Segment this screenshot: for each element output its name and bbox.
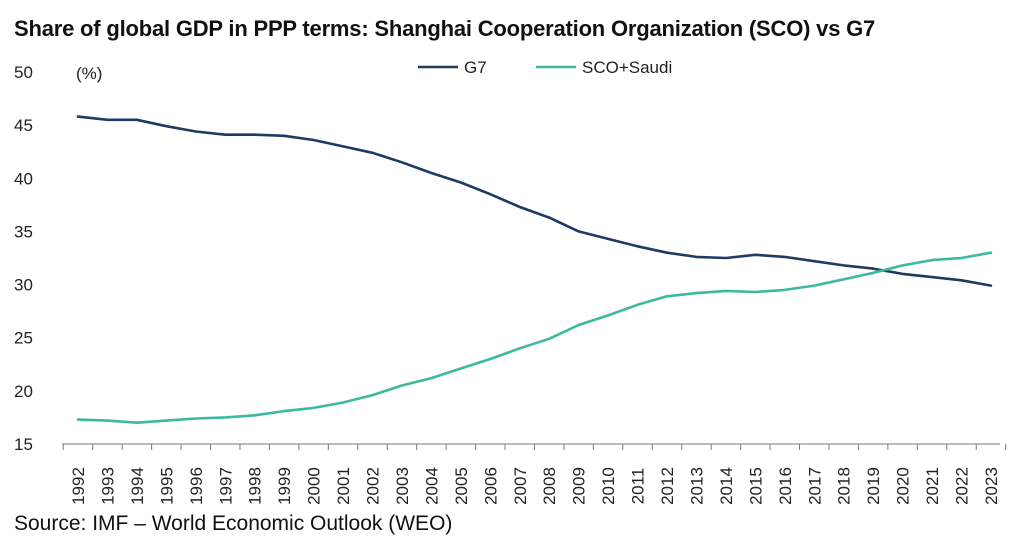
x-tick-label: 2014 [717,467,736,505]
x-tick-label: 1993 [98,467,117,505]
x-tick-label: 2003 [393,467,412,505]
y-axis-unit: (%) [76,64,102,83]
x-tick-label: 1995 [157,467,176,505]
x-tick-label: 2005 [452,467,471,505]
y-tick-label: 20 [14,382,33,401]
source-note: Source: IMF – World Economic Outlook (WE… [14,512,453,535]
x-tick-label: 1999 [275,467,294,505]
x-tick-label: 2015 [746,467,765,505]
x-tick-label: 2012 [658,467,677,505]
x-tick-label: 2004 [422,467,441,505]
x-tick-label: 2006 [481,467,500,505]
x-tick-label: 2016 [776,467,795,505]
x-tick-label: 2020 [894,467,913,505]
series-line-g7 [76,115,993,287]
x-tick-label: 1997 [216,467,235,505]
y-tick-label: 30 [14,276,33,295]
y-tick-label: 45 [14,116,33,135]
x-tick-label: 2000 [305,467,324,505]
x-tick-label: 1992 [69,467,88,505]
x-tick-label: 2017 [805,467,824,505]
x-tick-label: 2008 [540,467,559,505]
legend-label: SCO+Saudi [582,58,672,77]
x-tick-label: 2022 [953,467,972,505]
x-tick-label: 2018 [835,467,854,505]
x-tick-label: 2010 [599,467,618,505]
x-tick-label: 2023 [982,467,1001,505]
x-tick-label: 2011 [629,468,648,505]
legend: G7 SCO+Saudi [418,58,672,77]
x-tick-label: 1996 [187,467,206,505]
x-tick-label: 2021 [923,467,942,505]
y-tick-label: 15 [14,435,33,454]
x-tick-label: 1998 [246,467,265,505]
x-tick-label: 1994 [128,467,147,505]
x-axis: 1992 1993 1994 1995 1996 1997 1998 1999 2000 2001… [62,443,1007,505]
x-tick-label: 2013 [687,467,706,505]
chart-title: Share of global GDP in PPP terms: Shangh… [14,16,876,41]
y-tick-label: 50 [14,63,33,82]
y-axis: 15 20 25 30 35 40 45 50 (%) [14,63,102,454]
x-tick-label: 2019 [864,467,883,505]
x-tick-label: 2009 [570,467,589,505]
y-tick-label: 40 [14,169,33,188]
x-tick-label: 2002 [364,467,383,505]
y-tick-label: 25 [14,329,33,348]
x-tick-label: 2007 [511,467,530,505]
series-line-sco-saudi [76,251,993,425]
x-tick-label: 2001 [334,467,353,505]
legend-label: G7 [464,58,487,77]
y-tick-label: 35 [14,222,33,241]
series-lines [76,115,993,425]
